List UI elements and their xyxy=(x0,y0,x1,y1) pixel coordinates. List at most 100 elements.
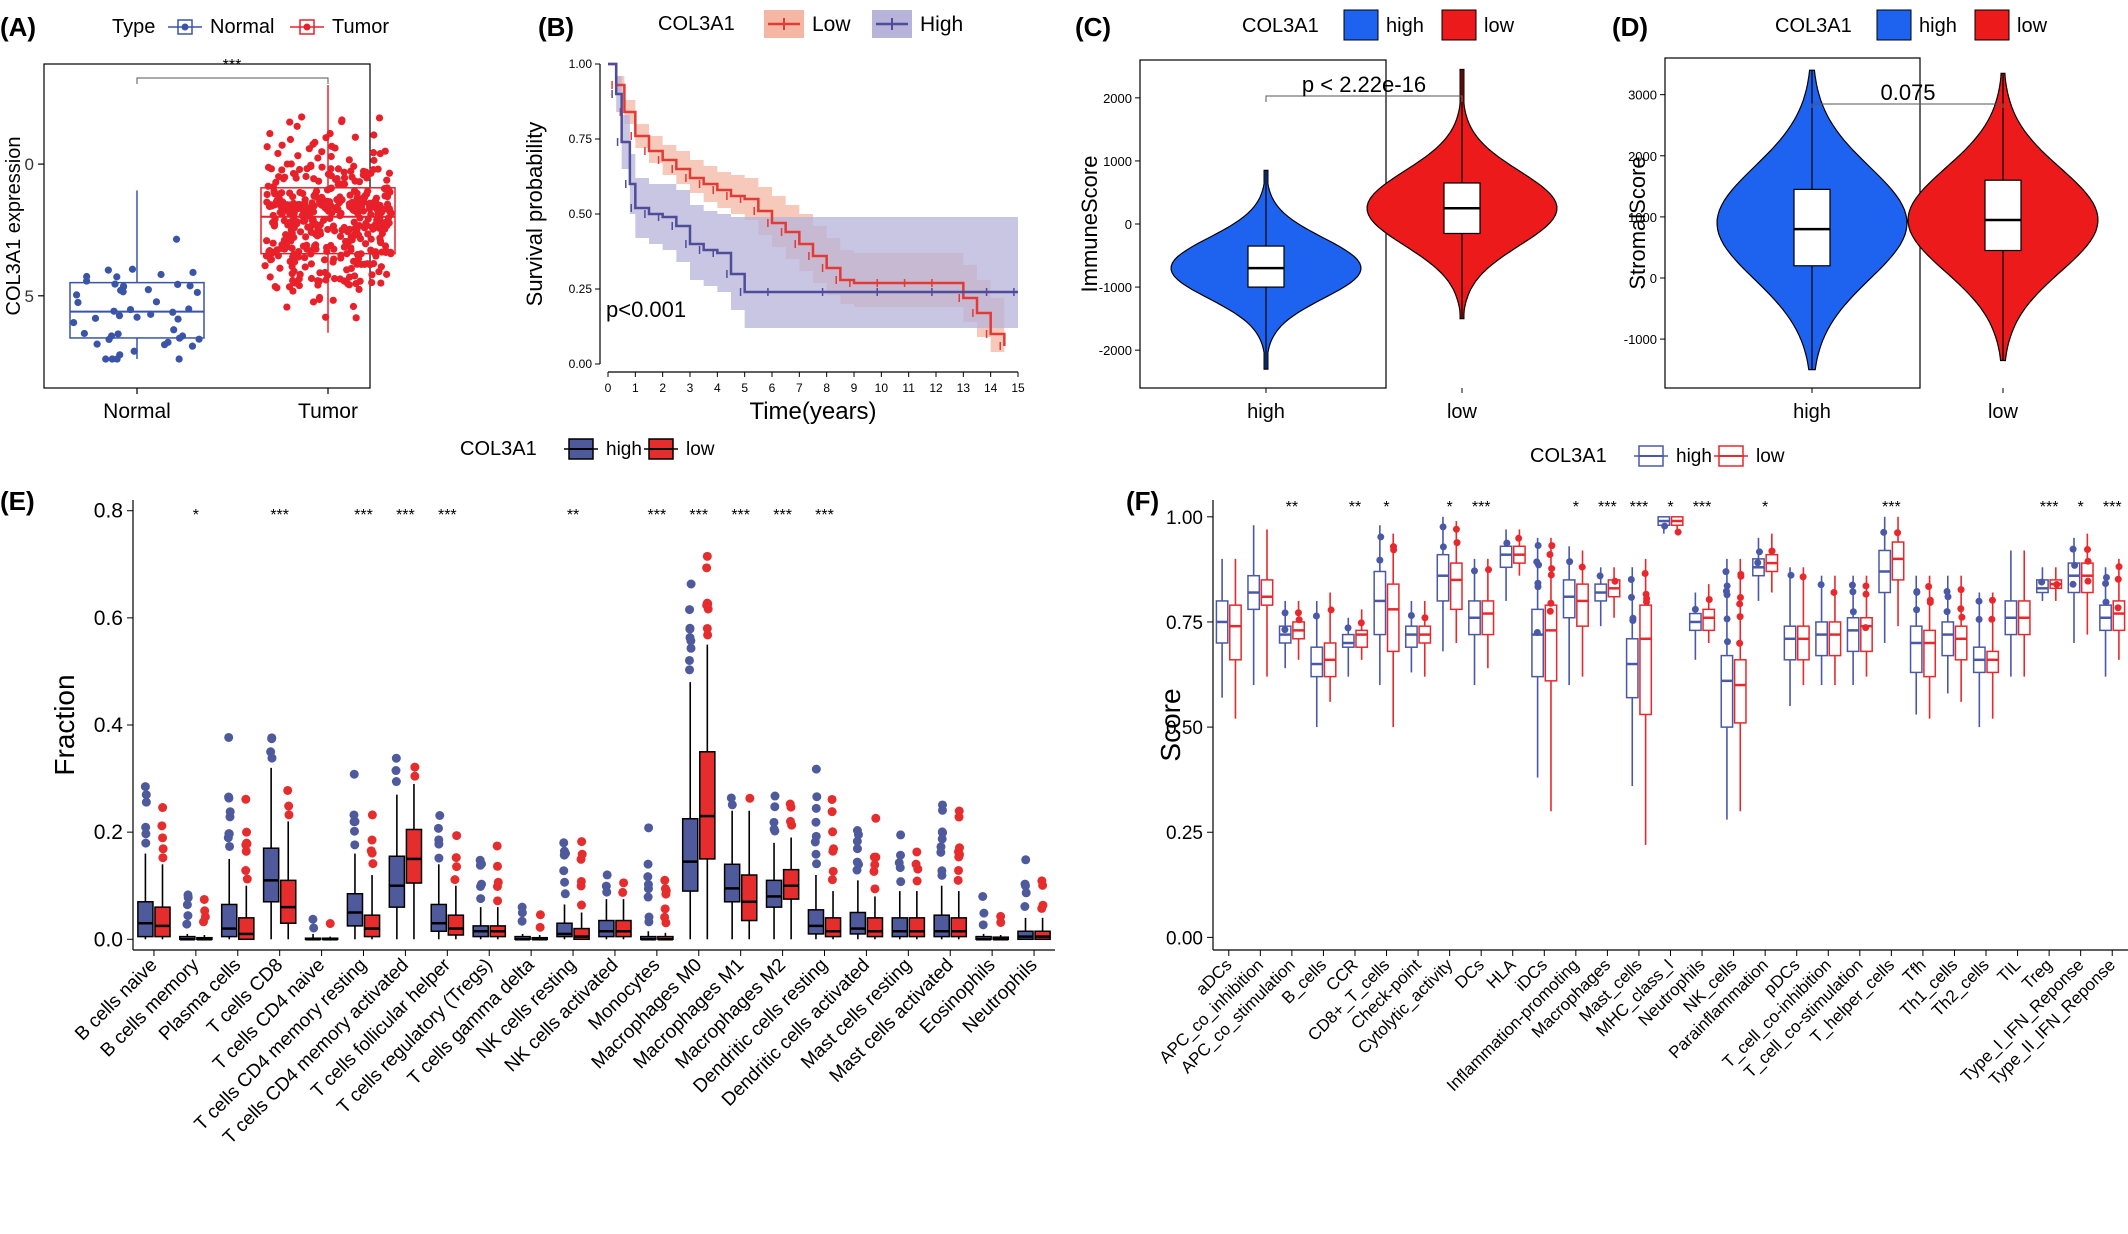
panel-a-point xyxy=(278,166,286,174)
panel-a-point xyxy=(333,196,341,204)
panel-e-outlier xyxy=(141,790,151,800)
panel-a-point xyxy=(189,268,197,277)
panel-a-point xyxy=(336,212,344,220)
panel-a-point xyxy=(353,250,362,259)
panel-a-point xyxy=(152,298,161,306)
panel-a-point xyxy=(347,167,355,175)
panel-a-point xyxy=(287,160,295,168)
panel-a-point xyxy=(74,298,82,307)
panel-e-outlier xyxy=(349,810,359,820)
panel-a-point xyxy=(72,291,81,299)
panel-e-box-low xyxy=(154,906,171,938)
panel-e-box-low xyxy=(615,919,632,938)
panel-a-point xyxy=(327,152,335,161)
panel-a-point xyxy=(299,200,308,208)
panel-e-outlier xyxy=(200,906,210,916)
panel-f-box-low xyxy=(1923,629,1937,678)
panel-f-sig-label: *** xyxy=(2040,499,2059,516)
panel-e-outlier xyxy=(391,777,401,787)
panel-f-box-high xyxy=(1404,625,1418,648)
panel-e-outlier xyxy=(686,643,696,653)
panel-e-outlier xyxy=(644,912,654,922)
panel-e-box-low xyxy=(824,917,842,938)
panel-e-outlier xyxy=(770,791,780,801)
panel-e-outlier xyxy=(727,800,737,810)
panel-a-point xyxy=(147,310,155,318)
panel-e-outlier xyxy=(870,884,880,894)
panel-e-outlier xyxy=(367,835,377,845)
panel-e-outlier xyxy=(350,840,360,850)
panel-a-point xyxy=(324,207,333,215)
panel-e-outlier xyxy=(644,823,654,833)
panel-a-point xyxy=(270,248,278,256)
panel-a-point xyxy=(108,355,116,363)
panel-f-legend-label: low xyxy=(1756,446,1785,467)
panel-a-point xyxy=(116,351,124,359)
panel-e-box-low xyxy=(866,917,884,938)
panel-a-point xyxy=(363,190,371,198)
panel-f-outlier xyxy=(1913,588,1921,596)
panel-f-outlier xyxy=(1736,594,1744,602)
panel-f-box-low xyxy=(2112,600,2126,632)
panel-a-point xyxy=(382,248,390,257)
panel-f-outlier xyxy=(1862,624,1870,632)
panel-e-outlier xyxy=(560,877,570,887)
panel-a-point xyxy=(286,210,294,218)
panel-a-point xyxy=(337,180,346,188)
panel-a-point xyxy=(314,154,322,162)
panel-f-outlier xyxy=(1295,616,1303,624)
panel-a-point xyxy=(307,228,315,236)
panel-e-outlier xyxy=(224,829,234,839)
panel-e-outlier xyxy=(309,923,319,933)
panel-c-legend-title: COL3A1 xyxy=(1242,15,1319,37)
panel-e-ytick-label: 0.0 xyxy=(94,928,123,951)
panel-f-ylabel: Score xyxy=(1155,688,1186,761)
panel-e-outlier xyxy=(451,853,461,863)
panel-e-outlier xyxy=(266,747,276,757)
panel-b-ytick-label: 0.00 xyxy=(569,357,593,371)
panel-e-outlier xyxy=(141,822,151,832)
panel-f-outlier xyxy=(1691,605,1699,613)
panel-a-point xyxy=(193,288,201,297)
panel-f-legend-label: high xyxy=(1676,446,1712,467)
panel-a-point xyxy=(369,149,378,157)
panel-a-point xyxy=(328,142,336,151)
panel-f-sig-label: * xyxy=(1762,499,1768,516)
panel-f-outlier xyxy=(1642,598,1650,606)
panel-a-point xyxy=(354,207,362,215)
panel-f-outlier xyxy=(1988,615,1996,623)
panel-f-outlier xyxy=(2069,545,2077,553)
panel-f-outlier xyxy=(1736,600,1744,608)
panel-a-ytick-label: 0 xyxy=(25,155,34,174)
panel-f-outlier xyxy=(1407,612,1415,620)
panel-e-outlier xyxy=(828,866,838,876)
panel-e-outlier xyxy=(182,919,192,929)
panel-f-box-low xyxy=(1954,625,1968,661)
panel-f-box-low xyxy=(1796,625,1810,661)
panel-a-point xyxy=(310,202,318,210)
panel-e-outlier xyxy=(660,875,670,885)
panel-a-point xyxy=(299,242,308,250)
panel-e-box-low xyxy=(699,751,716,860)
panel-a-point xyxy=(302,172,310,181)
panel-f-box-low xyxy=(1544,604,1558,682)
panel-f-outlier xyxy=(1547,571,1555,579)
panel-e-box-high xyxy=(891,917,909,938)
panel-label-d: (D) xyxy=(1612,12,1648,42)
panel-a-point xyxy=(329,296,337,304)
panel-e-outlier xyxy=(686,579,696,589)
panel-e-outlier xyxy=(870,860,880,870)
panel-e-outlier xyxy=(894,858,904,868)
panel-a-point xyxy=(355,231,363,239)
panel-a-legend-key-dot xyxy=(303,23,311,31)
panel-a-point xyxy=(271,190,279,198)
panel-f-outlier xyxy=(1453,539,1461,547)
panel-a-point xyxy=(290,258,299,266)
panel-a-point xyxy=(324,225,332,234)
panel-e-ylabel: Fraction xyxy=(49,674,80,775)
panel-b-ci-band-high xyxy=(608,64,1018,328)
panel-a-point xyxy=(383,191,391,199)
panel-a-point xyxy=(369,166,377,174)
panel-f-sig-label: * xyxy=(1447,499,1453,516)
panel-a-point xyxy=(310,175,318,183)
